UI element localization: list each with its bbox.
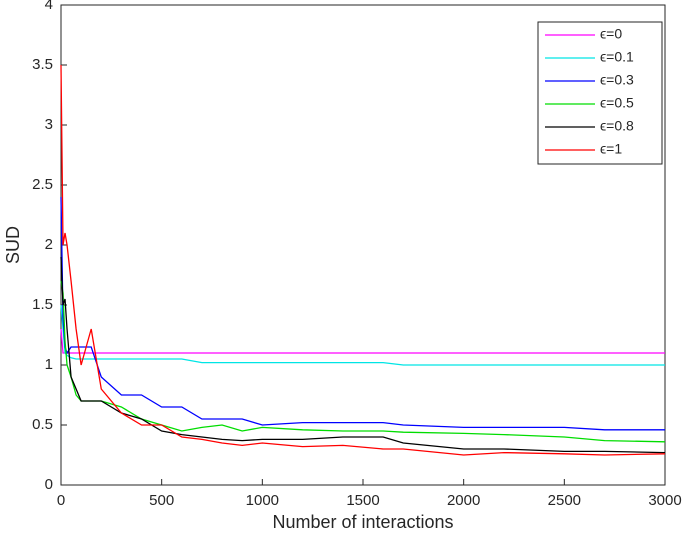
y-tick-label: 0: [45, 476, 53, 493]
y-tick-label: 1.5: [32, 296, 53, 313]
series-line: [60, 196, 665, 431]
x-tick-label: 2000: [447, 492, 480, 509]
y-tick-label: 3.5: [32, 56, 53, 73]
legend-label: ϵ=0: [600, 26, 622, 42]
legend-box: [537, 21, 663, 165]
legend-label: ϵ=0.1: [600, 49, 634, 65]
legend-label: ϵ=0.3: [600, 72, 634, 88]
series-line: [60, 256, 666, 454]
series-line: [60, 64, 666, 456]
legend-label: ϵ=0.5: [600, 95, 634, 111]
y-tick-label: 3: [45, 116, 53, 133]
y-tick-label: 2.5: [32, 176, 53, 193]
y-axis-label: SUD: [3, 226, 23, 264]
x-axis-label: Number of interactions: [272, 512, 453, 532]
x-tick-label: 500: [149, 492, 174, 509]
x-tick-label: 2500: [548, 492, 581, 509]
series-line: [60, 328, 665, 354]
y-tick-label: 0.5: [32, 416, 53, 433]
legend-label: ϵ=0.8: [600, 118, 634, 134]
y-tick-label: 4: [45, 0, 53, 13]
series-line: [60, 304, 665, 366]
y-tick-label: 1: [45, 356, 53, 373]
y-tick-label: 2: [45, 236, 53, 253]
x-tick-label: 3000: [648, 492, 681, 509]
x-tick-label: 1000: [246, 492, 279, 509]
legend-label: ϵ=1: [600, 141, 622, 157]
x-tick-label: 1500: [346, 492, 379, 509]
x-tick-label: 0: [57, 492, 65, 509]
